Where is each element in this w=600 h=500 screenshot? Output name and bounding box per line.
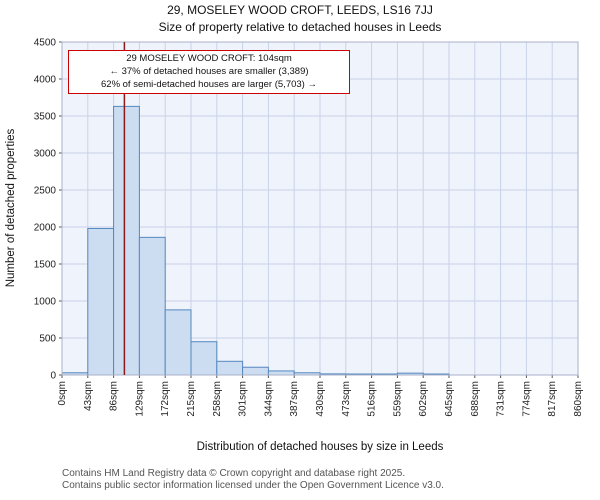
- x-tick-label: 43sqm: [83, 381, 94, 411]
- y-tick-label: 2500: [34, 186, 57, 197]
- x-tick-label: 86sqm: [109, 381, 120, 411]
- x-tick-label: 817sqm: [547, 381, 558, 417]
- x-tick-label: 602sqm: [418, 381, 429, 417]
- property-annotation-box: 29 MOSELEY WOOD CROFT: 104sqm ← 37% of d…: [68, 50, 350, 95]
- x-tick-label: 688sqm: [470, 381, 481, 417]
- histogram-bar: [87, 227, 115, 376]
- histogram-bar: [164, 309, 192, 376]
- footer-attribution-1: Contains HM Land Registry data © Crown c…: [62, 468, 406, 479]
- footer-attribution-2: Contains public sector information licen…: [62, 480, 444, 491]
- annotation-smaller-stat: ← 37% of detached houses are smaller (3,…: [109, 65, 309, 77]
- x-axis-label: Distribution of detached houses by size …: [197, 441, 444, 453]
- y-tick-label: 1500: [34, 260, 57, 271]
- histogram-bar: [113, 105, 140, 376]
- histogram-bar: [242, 366, 269, 376]
- y-tick-label: 500: [39, 334, 56, 345]
- x-tick-label: 516sqm: [367, 381, 378, 417]
- histogram-bar: [216, 360, 244, 376]
- x-tick-label: 258sqm: [212, 381, 223, 417]
- x-tick-label: 559sqm: [392, 381, 403, 417]
- annotation-larger-stat: 62% of semi-detached houses are larger (…: [101, 78, 317, 90]
- x-tick-label: 129sqm: [134, 381, 145, 417]
- annotation-property-size: 29 MOSELEY WOOD CROFT: 104sqm: [126, 53, 292, 64]
- y-tick-label: 3000: [34, 149, 57, 160]
- x-tick-label: 774sqm: [521, 381, 532, 417]
- histogram-bar: [190, 341, 218, 376]
- y-tick-label: 0: [50, 371, 56, 382]
- x-tick-label: 387sqm: [289, 381, 300, 417]
- histogram-bar: [138, 236, 166, 376]
- x-tick-label: 301sqm: [238, 381, 249, 417]
- y-tick-label: 4500: [34, 38, 57, 49]
- x-tick-label: 344sqm: [263, 381, 274, 417]
- y-tick-label: 1000: [34, 297, 57, 308]
- x-tick-label: 731sqm: [496, 381, 507, 417]
- x-tick-label: 860sqm: [573, 381, 584, 417]
- plot-border: [61, 41, 579, 376]
- x-tick-label: 172sqm: [160, 381, 171, 417]
- y-axis-label: Number of detached properties: [5, 128, 17, 287]
- chart-title: 29, MOSELEY WOOD CROFT, LEEDS, LS16 7JJ: [167, 3, 433, 17]
- x-tick-label: 430sqm: [315, 381, 326, 417]
- y-tick-label: 4000: [34, 75, 57, 86]
- plot-layer: 0 500 1000 1500 2000 2500 3000 3500 4000 4500 0sqm…: [34, 38, 584, 417]
- chart-subtitle: Size of property relative to detached ho…: [158, 20, 442, 34]
- x-tick-label: 0sqm: [57, 381, 68, 405]
- histogram-bar: [267, 370, 295, 376]
- y-tick-label: 3500: [34, 112, 57, 123]
- x-tick-label: 473sqm: [341, 381, 352, 417]
- y-tick-label: 2000: [34, 223, 57, 234]
- x-tick-label: 215sqm: [186, 381, 197, 417]
- x-tick-label: 645sqm: [444, 381, 455, 417]
